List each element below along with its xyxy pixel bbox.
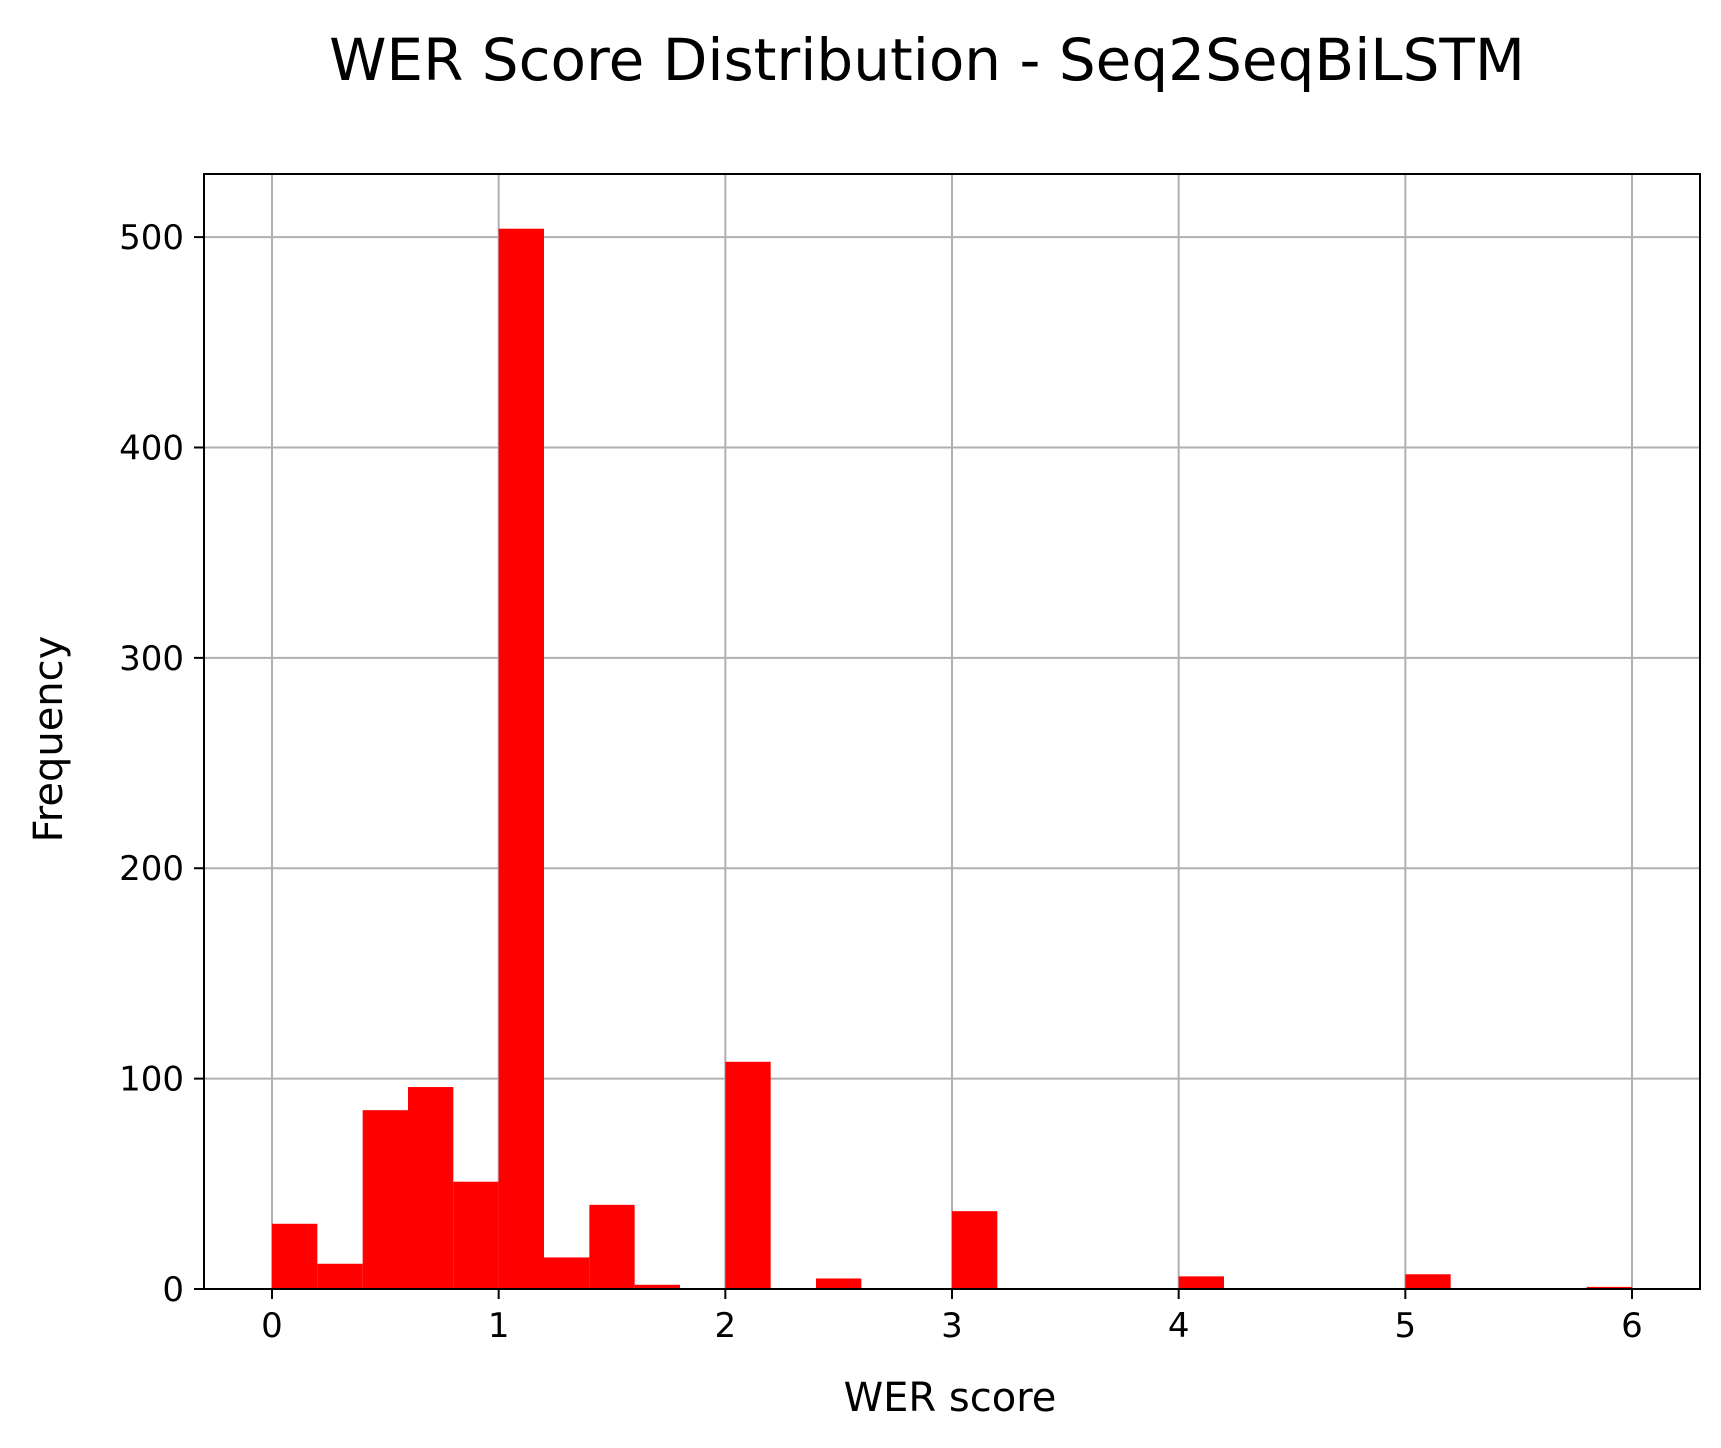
- histogram-bar-20: [1178, 1276, 1224, 1289]
- x-tick-label-6: 6: [1621, 1306, 1643, 1346]
- x-tick-label-2: 2: [715, 1306, 737, 1346]
- histogram-bar-12: [816, 1278, 862, 1289]
- y-tick-label-5: 500: [119, 218, 184, 258]
- histogram-bar-8: [634, 1284, 680, 1289]
- axis-ticks: 0 1 2 3 4 5 6 0 100 200 300 400 500: [119, 218, 1643, 1346]
- x-axis-label: WER score: [844, 1375, 1057, 1421]
- x-tick-label-1: 1: [488, 1306, 510, 1346]
- grid-lines: [204, 174, 1700, 1290]
- histogram-bar-25: [1405, 1274, 1451, 1289]
- histogram-bar-15: [952, 1211, 998, 1289]
- histogram-bar-0: [272, 1223, 318, 1289]
- x-tick-label-3: 3: [941, 1306, 963, 1346]
- histogram-bar-7: [589, 1204, 635, 1289]
- y-axis-label: Frequency: [26, 636, 72, 843]
- histogram-bar-2: [362, 1110, 408, 1289]
- histogram-bar-29: [1586, 1286, 1632, 1289]
- y-tick-label-4: 400: [119, 428, 184, 468]
- histogram-bar-6: [544, 1257, 590, 1289]
- histogram-bar-5: [498, 228, 544, 1289]
- y-tick-label-2: 200: [119, 849, 184, 889]
- histogram-bars: [272, 228, 1632, 1289]
- y-tick-label-3: 300: [119, 639, 184, 679]
- x-tick-label-4: 4: [1168, 1306, 1190, 1346]
- histogram-bar-3: [408, 1087, 454, 1289]
- chart-title: WER Score Distribution - Seq2SeqBiLSTM: [329, 26, 1525, 94]
- x-tick-label-5: 5: [1395, 1306, 1417, 1346]
- y-tick-label-1: 100: [119, 1060, 184, 1100]
- x-tick-label-0: 0: [261, 1306, 283, 1346]
- y-tick-label-0: 0: [162, 1270, 184, 1310]
- histogram-bar-10: [725, 1061, 771, 1289]
- histogram-bar-1: [317, 1263, 363, 1289]
- histogram-bar-4: [453, 1181, 499, 1289]
